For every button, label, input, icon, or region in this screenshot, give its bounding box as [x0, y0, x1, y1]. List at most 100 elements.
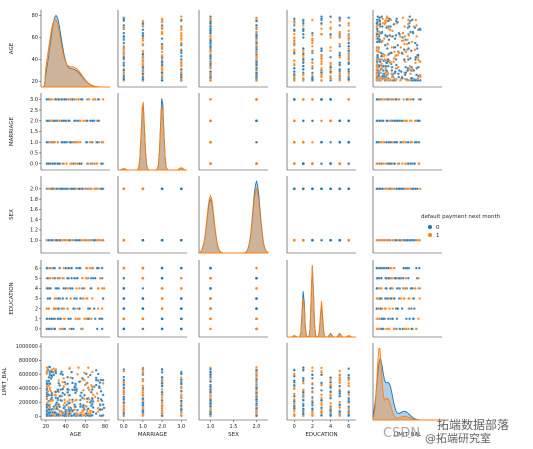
scatter-point [81, 376, 84, 380]
scatter-point [209, 385, 212, 389]
scatter-point [76, 276, 79, 280]
scatter-point [292, 387, 296, 391]
y-tick-label: 1.8 [30, 197, 38, 203]
scatter-point [301, 412, 305, 416]
scatter-point [395, 17, 399, 21]
scatter-point [179, 75, 183, 79]
scatter-point [255, 162, 258, 165]
y-tick-label: 2.0 [30, 119, 38, 125]
scatter-point [69, 317, 72, 321]
scatter-point [402, 297, 406, 300]
scatter-point [392, 57, 396, 60]
scatter-point [338, 400, 342, 404]
scatter-point [392, 60, 395, 64]
scatter-point [45, 140, 49, 144]
scatter-point [404, 71, 408, 75]
scatter-point [389, 287, 392, 290]
scatter-point [96, 98, 100, 101]
scatter-point [329, 401, 332, 405]
scatter-point [292, 384, 296, 387]
scatter-point [255, 266, 258, 270]
scatter-point [414, 58, 417, 61]
scatter-point [412, 98, 415, 101]
scatter-point [89, 238, 93, 242]
scatter-point [87, 388, 91, 392]
scatter-point [389, 51, 393, 55]
scatter-point [417, 317, 420, 321]
scatter-point [410, 140, 414, 144]
scatter-point [409, 119, 413, 123]
scatter-point [84, 276, 88, 280]
scatter-point [347, 140, 351, 144]
scatter-point [311, 140, 314, 144]
scatter-point [329, 140, 332, 144]
scatter-point [391, 98, 395, 101]
scatter-point [141, 19, 145, 23]
scatter-point [320, 68, 323, 71]
scatter-point [383, 43, 387, 47]
scatter-point [413, 119, 417, 123]
scatter-point [160, 74, 164, 78]
panel-age-vs-education [286, 10, 356, 88]
scatter-point [347, 41, 351, 45]
scatter-point [415, 238, 418, 242]
y-tick-label: 1.5 [30, 129, 38, 135]
scatter-point [160, 276, 164, 280]
scatter-point [90, 119, 94, 123]
y-tick-label: 1.0 [30, 140, 38, 146]
scatter-point [301, 47, 305, 50]
scatter-point [386, 58, 390, 61]
scatter-point [404, 119, 408, 123]
scatter-point [311, 119, 314, 123]
scatter-point [418, 79, 422, 82]
scatter-point [63, 317, 67, 321]
scatter-point [413, 48, 417, 51]
scatter-point [302, 140, 305, 144]
scatter-point [100, 327, 104, 331]
scatter-point [122, 77, 126, 81]
scatter-point [338, 374, 342, 377]
scatter-point [141, 266, 145, 270]
scatter-point [179, 49, 183, 53]
scatter-point [311, 238, 314, 242]
scatter-point [329, 119, 332, 123]
scatter-point [63, 98, 67, 101]
scatter-point [394, 53, 398, 57]
scatter-point [55, 401, 59, 404]
scatter-point [410, 40, 414, 44]
scatter-point [53, 187, 57, 191]
y-tick-label: 0.5 [30, 151, 38, 157]
scatter-point [385, 266, 388, 270]
scatter-point [381, 74, 384, 78]
scatter-point [381, 119, 385, 123]
scatter-point [347, 37, 351, 40]
scatter-point [301, 36, 305, 39]
scatter-point [417, 162, 421, 165]
scatter-point [412, 307, 416, 310]
scatter-point [78, 162, 81, 165]
scatter-point [320, 398, 323, 402]
scatter-point [390, 187, 393, 191]
scatter-point [100, 162, 104, 165]
scatter-point [96, 287, 100, 290]
scatter-point [179, 26, 183, 29]
y-tick-label: 3.0 [30, 97, 38, 103]
scatter-point [393, 46, 397, 49]
y-tick-label: 0 [35, 414, 38, 420]
scatter-point [292, 43, 296, 47]
scatter-point [414, 266, 418, 270]
panel-marriage-vs-limit_bal [372, 93, 442, 171]
scatter-point [57, 379, 61, 382]
scatter-point [83, 238, 86, 242]
scatter-point [417, 119, 421, 123]
scatter-point [141, 187, 145, 191]
scatter-point [398, 35, 402, 38]
scatter-point [160, 404, 164, 407]
scatter-point [395, 317, 399, 321]
scatter-point [418, 297, 422, 300]
scatter-point [292, 28, 296, 32]
scatter-point [76, 119, 79, 123]
scatter-point [122, 238, 126, 242]
scatter-point [320, 381, 323, 385]
y-tick-label: 6 [35, 266, 38, 272]
